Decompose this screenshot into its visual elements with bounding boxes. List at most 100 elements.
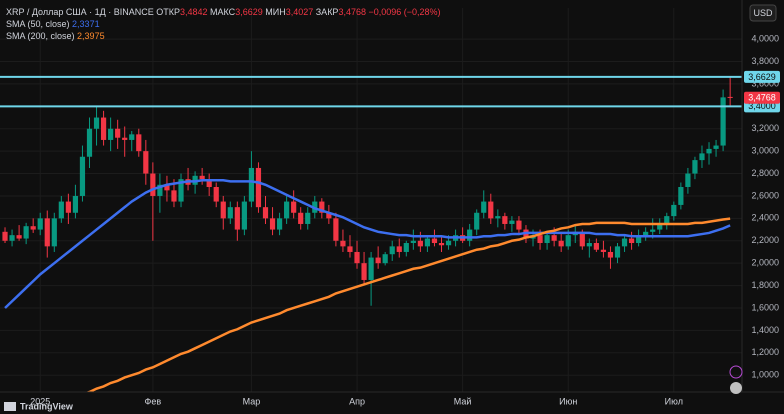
x-tick-label: Июл	[665, 396, 683, 406]
candle-body	[692, 160, 698, 174]
candle-body	[93, 117, 100, 129]
candle-body	[516, 220, 522, 230]
candle-body	[129, 134, 135, 140]
candle-body	[438, 243, 445, 246]
y-tick-label: 1,8000	[751, 280, 779, 290]
x-tick-label: Май	[454, 396, 472, 406]
sma-line	[85, 217, 731, 392]
candle-body	[100, 117, 107, 140]
last-price-box	[744, 91, 780, 104]
candle-body	[727, 96, 733, 98]
x-tick-label: Июн	[559, 396, 577, 406]
y-tick-label: 1,4000	[751, 325, 779, 335]
candle-body	[115, 128, 121, 138]
candle-body	[713, 145, 719, 149]
y-tick-label: 3,2000	[751, 123, 779, 133]
candle-body	[44, 218, 50, 247]
y-tick-label: 1,0000	[751, 370, 779, 380]
candle-body	[657, 223, 663, 230]
currency-label: USD	[753, 8, 773, 18]
price-box-label: 3,6629	[748, 72, 776, 82]
candle-body	[706, 148, 712, 154]
candle-body	[143, 151, 149, 174]
candle-body	[319, 201, 325, 213]
y-tick-label: 4,0000	[751, 34, 779, 44]
candle-body	[509, 220, 515, 224]
candle-body	[79, 156, 86, 196]
ohlc-name: ОТКР	[156, 7, 180, 17]
candle-body	[51, 218, 57, 247]
candle-body	[108, 128, 114, 140]
last-price-label: 3,4768	[748, 93, 776, 103]
candle-body	[544, 235, 550, 244]
legend-entry[interactable]: SMA (200, close) 2,3975	[6, 30, 441, 42]
candle-body	[241, 201, 247, 230]
candle-body	[607, 251, 614, 258]
legend-entry[interactable]: SMA (50, close) 2,3371	[6, 18, 441, 30]
sma-legend: SMA (50, close) 2,3371 SMA (200, close) 2…	[6, 18, 441, 42]
candle-body	[417, 240, 423, 247]
candle-body	[333, 218, 339, 241]
candle-body	[368, 257, 374, 280]
candle-body	[495, 216, 501, 219]
y-tick-label: 3,0000	[751, 146, 779, 156]
candle-body	[488, 201, 494, 219]
y-tick-label: 2,2000	[751, 235, 779, 245]
candle-body	[9, 235, 15, 241]
candle-body	[220, 201, 226, 219]
candle-body	[23, 226, 29, 239]
y-tick-label: 1,2000	[751, 347, 779, 357]
candle-body	[481, 201, 487, 213]
candle-body	[227, 207, 233, 219]
candle-body	[410, 240, 416, 244]
ohlc-value: 3,4842	[179, 7, 208, 17]
candle-body	[699, 153, 705, 161]
candle-body	[424, 238, 431, 247]
y-tick-label: 3,6000	[751, 78, 779, 88]
candle-body	[284, 201, 290, 219]
candle-body	[269, 218, 276, 230]
x-tick-label: Апр	[349, 396, 365, 406]
candle-body	[86, 128, 93, 157]
legend-name: SMA (200, close)	[6, 31, 75, 41]
x-tick-label: Фев	[145, 396, 162, 406]
candle-body	[30, 226, 36, 230]
y-tick-label: 2,6000	[751, 190, 779, 200]
candle-body	[614, 246, 621, 258]
candle-body	[678, 186, 684, 205]
currency-button[interactable]	[749, 4, 777, 22]
header-row: XRP / Доллар США · 1Д · BINANCE ОТКР3,48…	[6, 6, 441, 18]
icon[interactable]	[729, 365, 743, 379]
candle-body	[396, 246, 402, 252]
price-box-label: 3,4000	[748, 101, 776, 111]
candle-body	[164, 184, 170, 191]
x-tick-label: 2025	[30, 396, 50, 406]
candle-body	[122, 137, 128, 140]
candle-body	[643, 231, 649, 236]
candle-body	[16, 235, 22, 239]
candle-body	[171, 190, 177, 202]
y-tick-label: 1,6000	[751, 302, 779, 312]
icon[interactable]	[730, 382, 742, 394]
candle-body	[361, 263, 367, 280]
candle-body	[72, 195, 79, 213]
candle-body	[199, 175, 205, 180]
ohlc-value: 3,6629	[235, 7, 263, 17]
candle-body	[671, 204, 677, 217]
x-tick-label: Мар	[243, 396, 261, 406]
candle-body	[305, 212, 311, 224]
candle-body	[685, 173, 691, 187]
candle-body	[382, 254, 388, 264]
candle-body	[565, 235, 571, 247]
candle-body	[664, 216, 670, 224]
symbol: XRP / Доллар США · 1Д · BINANCE	[6, 7, 154, 17]
candle-body	[621, 238, 628, 247]
candle-body	[2, 231, 8, 241]
y-tick-label: 2,4000	[751, 213, 779, 223]
price-box	[744, 70, 780, 83]
candle-body	[157, 184, 163, 196]
candle-body	[467, 229, 473, 241]
candle-body	[474, 212, 480, 230]
candle-body	[558, 240, 564, 247]
